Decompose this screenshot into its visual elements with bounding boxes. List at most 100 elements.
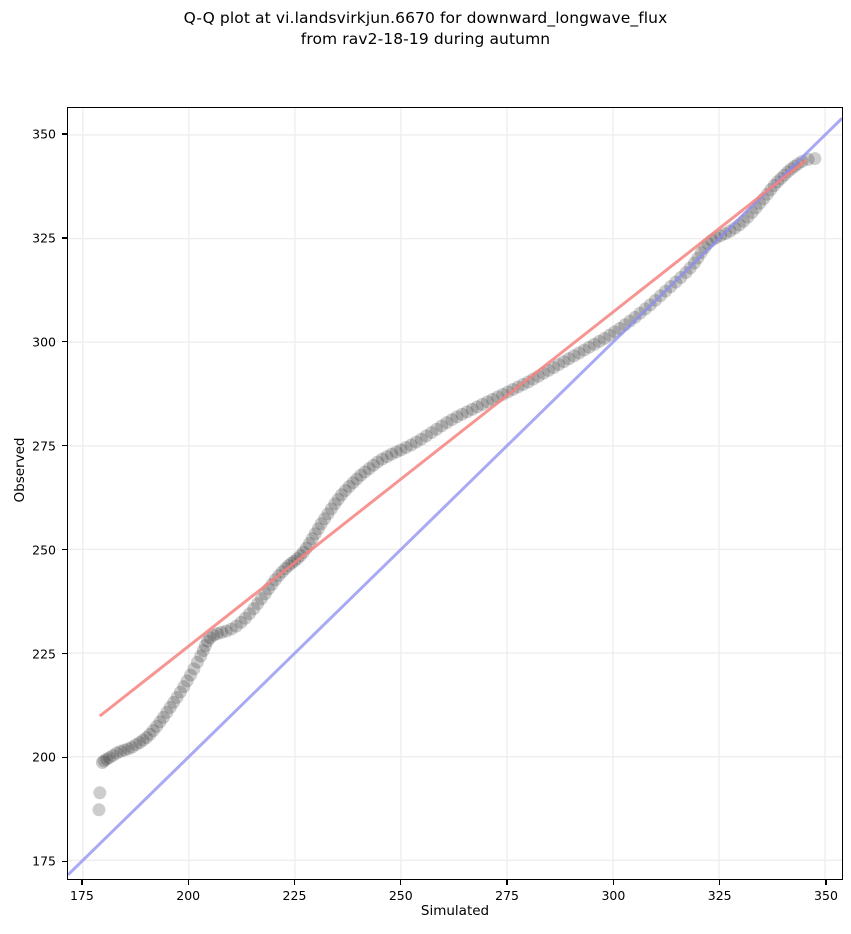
scatter-point [146,724,160,738]
scatter-point [808,152,822,166]
scatter-point [254,592,268,606]
x-tick-mark [612,880,615,885]
scatter-point [125,740,139,754]
scatter-point [460,405,474,419]
scatter-point [308,527,322,541]
scatter-point [238,611,252,625]
scatter-point [328,497,342,511]
scatter-point [404,438,418,452]
y-tick-label: 300 [32,334,56,350]
scatter-point [633,306,647,320]
scatter-point [160,705,174,719]
scatter-point [342,479,356,493]
scatter-point [335,488,349,502]
reference-lines [68,117,842,876]
identity-line [68,117,842,876]
x-axis-label: Simulated [420,903,490,919]
y-tick-label: 350 [32,126,56,142]
scatter-point [206,628,220,642]
scatter-point [265,577,279,591]
scatter-point [557,355,571,369]
scatter-point [354,468,368,482]
scatter-point [180,674,194,688]
scatter-point [414,432,428,446]
y-tick-mark [62,237,67,239]
scatter-point [167,695,181,709]
scatter-point [177,680,191,694]
scatter-point [201,634,215,648]
gridlines [68,108,842,879]
scatter-point [170,690,184,704]
scatter-point [234,615,248,629]
scatter-point [215,625,229,639]
scatter-point [608,325,622,339]
x-tick-label: 225 [282,888,307,903]
scatter-point [150,719,164,733]
scatter-point [92,803,106,817]
scatter-point [587,337,601,351]
y-tick-mark [62,341,67,343]
y-tick-label: 225 [32,646,56,661]
x-tick-label: 250 [388,888,413,903]
scatter-point [311,522,325,536]
x-tick-mark [187,880,189,885]
x-tick-mark [81,880,83,885]
y-tick-label: 175 [32,853,56,869]
y-tick-mark [62,548,67,551]
scatter-point [139,731,153,745]
scatter-point [314,517,328,531]
scatter-point [628,310,642,324]
y-tick-mark [62,445,67,447]
scatter-point [552,358,566,372]
scatter-point [465,402,479,416]
scatter-point [136,733,150,747]
x-tick-label: 350 [814,888,838,903]
scatter-point [375,452,389,466]
page-title: Q-Q plot at vi.landsvirkjun.6670 for dow… [183,9,668,48]
y-tick-label: 200 [32,749,56,765]
y-tick-label: 325 [32,230,56,246]
x-tick-label: 325 [707,888,732,903]
scatter-point [247,602,261,616]
scatter-point [346,476,360,490]
x-tick-mark [719,880,721,885]
y-tick-label: 250 [32,542,56,558]
scatter-point [324,502,338,516]
scatter-point [470,400,484,414]
scatter-point [424,426,438,440]
scatter-point [592,334,606,348]
scatter-point [251,597,265,611]
scatter-point [224,622,238,636]
scatter-point [331,492,345,506]
scatter-point [389,445,403,459]
scatter-point [184,668,198,682]
y-tick-mark [62,756,67,759]
scatter-point [129,738,143,752]
scatter-point [380,450,394,464]
scatter-point [97,754,111,768]
scatter-point [106,748,120,762]
scatter-point [440,416,454,430]
scatter-point [358,465,372,479]
scatter-point [480,395,494,409]
scatter-point [501,385,515,399]
scatter-point [194,649,208,663]
scatter-point [210,627,224,641]
y-tick-mark [62,860,67,862]
x-tick-mark [506,880,508,885]
scatter-point [243,607,257,621]
scatter-point [455,407,469,421]
fit-line [98,159,807,718]
scatter-point [385,447,399,461]
scatter-point [173,685,187,699]
x-tick-label: 275 [495,888,520,903]
x-tick-mark [825,880,827,885]
scatter-point [133,736,147,750]
scatter-point [394,443,408,457]
x-tick-label: 200 [176,888,201,903]
scatter-point [318,512,332,526]
scatter-point [445,413,459,427]
scatter-point [521,375,535,389]
scatter-point [229,619,243,633]
scatter-point [450,410,464,424]
